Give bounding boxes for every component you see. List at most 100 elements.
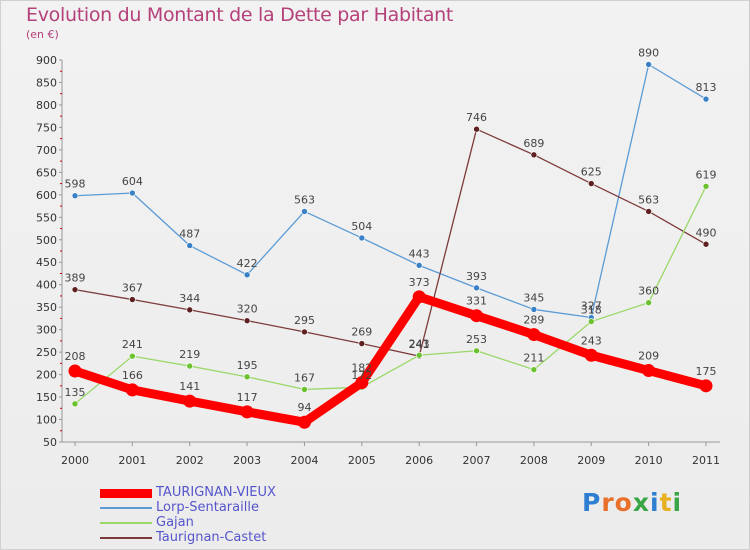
y-tick-label: 400 [36,279,57,292]
data-point-lorp-sentaraille [243,271,251,279]
data-label-lorp-sentaraille: 487 [179,228,200,241]
data-label-gajan: 243 [409,337,430,350]
data-point-lorp-sentaraille [530,306,538,313]
logo-letter: x [632,488,650,517]
data-label-gajan: 167 [294,371,315,384]
data-label-taurignan-castet: 490 [696,226,717,239]
data-label-gajan: 211 [523,352,544,365]
y-tick-label: 150 [36,391,57,404]
series-line-taurignan-vieux [70,292,711,427]
data-point-gajan [301,386,308,393]
series-line-taurignan-castet [74,128,707,357]
data-point-taurignan-vieux [584,348,598,362]
logo-letter: t [659,488,673,517]
legend-label: TAURIGNAN-VIEUX [156,485,276,500]
data-point-taurignan-vieux [68,364,82,378]
y-tick-label: 450 [36,256,57,269]
data-point-gajan [702,182,710,190]
data-label-taurignan-vieux: 166 [122,369,143,382]
y-tick-label: 650 [36,166,57,179]
data-point-taurignan-vieux [412,290,426,304]
data-label-gajan: 135 [65,386,86,399]
data-point-lorp-sentaraille [186,242,194,249]
series-line-gajan [74,185,707,405]
x-tick-label: 2009 [577,454,605,467]
data-point-lorp-sentaraille [415,262,423,269]
data-point-taurignan-castet [301,328,308,336]
data-label-taurignan-vieux: 182 [351,362,372,375]
legend: TAURIGNAN-VIEUX Lorp-Sentaraille Gajan T… [100,485,360,546]
legend-swatch [100,507,152,509]
data-label-taurignan-castet: 746 [466,111,487,124]
data-label-taurignan-vieux: 289 [523,314,544,327]
logo-letter: i [650,488,660,517]
data-point-lorp-sentaraille [129,189,136,197]
legend-item-lorp-sentaraille: Lorp-Sentaraille [100,500,360,516]
y-tick-label: 900 [36,54,57,67]
legend-label: Gajan [156,515,194,530]
x-tick-label: 2008 [520,454,548,467]
chart-subtitle: (en €) [26,28,59,41]
data-point-gajan [645,299,652,306]
data-point-lorp-sentaraille [71,192,79,200]
data-label-lorp-sentaraille: 345 [523,291,544,304]
data-label-lorp-sentaraille: 890 [638,46,659,59]
data-point-taurignan-vieux [699,379,713,393]
data-label-taurignan-castet: 320 [237,303,258,316]
legend-item-gajan: Gajan [100,515,360,531]
data-point-lorp-sentaraille [473,284,480,292]
data-point-taurignan-castet [645,208,652,215]
data-label-gajan: 318 [581,304,602,317]
data-point-lorp-sentaraille [358,234,366,242]
x-tick-label: 2006 [405,454,433,467]
data-label-taurignan-vieux: 331 [466,295,487,308]
data-label-taurignan-castet: 241 [409,338,430,351]
data-point-taurignan-castet [186,306,194,314]
data-label-taurignan-vieux: 175 [696,365,717,378]
y-tick-label: 300 [36,324,57,337]
data-point-taurignan-vieux [125,383,139,397]
data-label-taurignan-castet: 389 [65,272,86,285]
data-point-gajan [243,373,251,381]
data-label-gajan: 619 [696,168,717,181]
data-labels-layer: 598 604 487 422 563 504 443 393 345 327 890 813 389 3… [65,46,717,414]
data-label-taurignan-vieux: 373 [409,276,430,289]
data-label-lorp-sentaraille: 563 [294,193,315,206]
x-tick-label: 2010 [635,454,663,467]
data-point-taurignan-vieux [355,376,369,390]
logo-letter: o [614,488,633,517]
data-label-gajan: 172 [351,369,372,382]
data-point-taurignan-castet [530,151,538,159]
data-point-taurignan-castet [587,180,595,187]
data-point-taurignan-castet [358,340,366,347]
series-line-lorp-sentaraille [74,63,707,319]
logo-letter: i [672,488,683,517]
data-point-lorp-sentaraille [702,95,710,103]
data-label-taurignan-vieux: 94 [297,401,311,414]
data-point-taurignan-castet [71,286,79,293]
data-point-taurignan-vieux [240,405,254,419]
x-tick-label: 2007 [463,454,491,467]
data-label-taurignan-castet: 625 [581,166,602,179]
data-point-lorp-sentaraille [645,61,652,68]
data-label-taurignan-castet: 367 [122,282,143,295]
data-point-gajan [186,362,194,370]
chart-title: Evolution du Montant de la Dette par Hab… [26,4,454,26]
data-point-taurignan-vieux [470,309,484,323]
data-label-taurignan-vieux: 208 [65,350,86,363]
logo-letter: P [582,488,602,517]
data-point-gajan [530,366,538,373]
y-tick-label: 250 [36,346,57,359]
data-point-taurignan-castet [243,317,251,324]
data-point-taurignan-vieux [183,394,197,408]
data-point-lorp-sentaraille [301,208,308,215]
data-label-lorp-sentaraille: 443 [409,247,430,260]
x-tick-label: 2003 [233,454,261,467]
data-label-lorp-sentaraille: 422 [237,257,258,270]
x-tick-label: 2002 [176,454,204,467]
y-tick-label: 600 [36,189,57,202]
data-point-taurignan-castet [473,125,480,133]
y-tick-label: 100 [36,414,57,427]
y-tick-label: 350 [36,301,57,314]
data-label-gajan: 195 [237,359,258,372]
